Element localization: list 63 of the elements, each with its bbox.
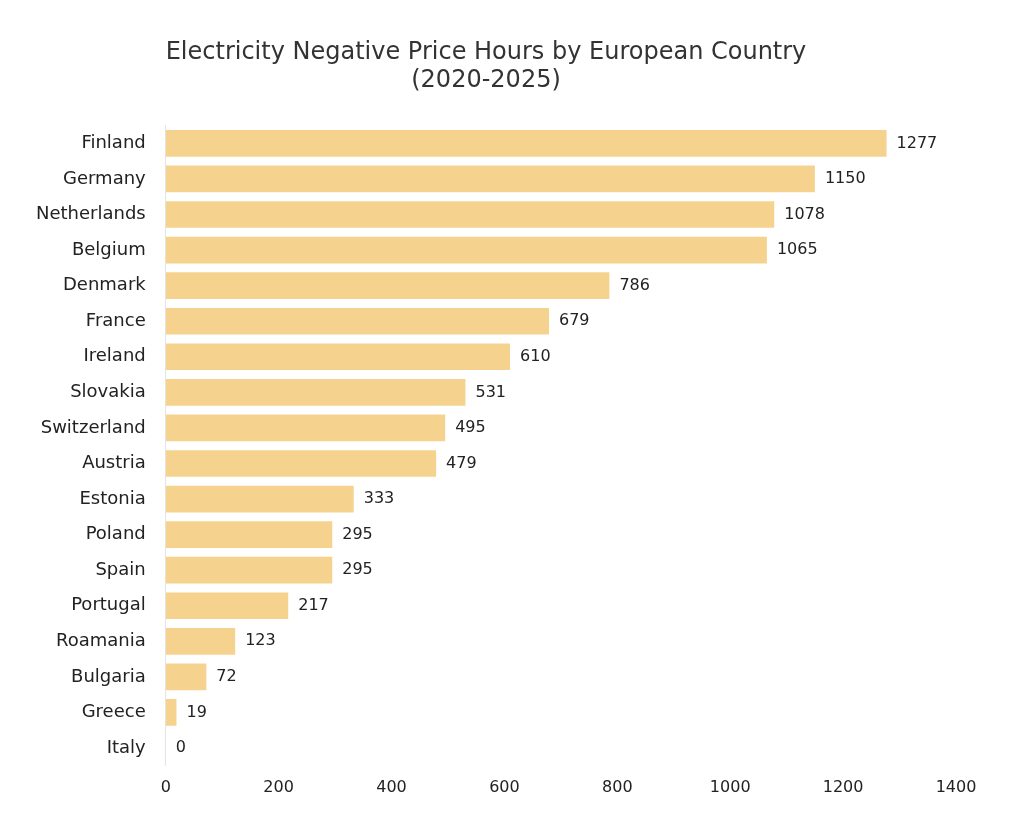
bar [165,307,550,335]
y-tick-label: Poland [85,522,146,544]
bar [165,379,466,406]
data-label: 786 [619,274,650,294]
x-tick-label: 1200 [822,776,864,796]
y-tick-label: Austria [82,451,146,473]
data-label: 123 [245,630,276,650]
x-tick-label: 0 [160,776,171,796]
bar [165,165,815,193]
data-label: 610 [520,345,551,365]
y-tick-label: Switzerland [40,415,146,437]
x-tick-label: 800 [602,776,633,796]
text: (2020-2025) [411,65,561,94]
bar [165,556,333,584]
bar [165,414,446,442]
bar [165,201,775,228]
y-tick-label: Roamania [55,628,146,650]
y-tick-label: Denmark [62,273,147,295]
y-tick-label: Greece [81,700,146,722]
data-label: 1065 [776,239,818,259]
bar [165,272,610,299]
data-label: 19 [186,701,207,721]
y-tick-label: Germany [62,166,147,188]
data-label: 479 [446,452,477,472]
bar [165,627,236,655]
y-tick-label: Italy [106,735,147,757]
data-label: 1078 [784,203,825,223]
bar [165,343,511,371]
x-tick-label: 1000 [709,776,751,796]
y-tick-label: Belgium [71,237,146,259]
y-tick-label: Spain [95,557,146,579]
data-label: 295 [342,559,373,579]
x-tick-label: 200 [263,776,294,796]
y-tick-label: Estonia [79,486,146,508]
y-tick-label: Finland [81,131,146,153]
bar [165,450,437,477]
y-tick-label: Ireland [83,344,146,366]
data-label: 295 [342,523,373,543]
y-tick-label: Portugal [71,593,146,615]
data-label: 0 [175,737,186,757]
data-label: 72 [216,666,237,686]
data-label: 679 [559,310,590,330]
y-tick-label: Bulgaria [71,664,146,686]
data-label: 217 [298,594,329,614]
data-label: 1277 [896,132,938,152]
bar [165,521,333,548]
bar [165,485,354,513]
data-label: 1150 [824,168,866,188]
data-label: 333 [363,488,395,508]
text: Electricity Negative Price Hours by European Country [165,36,807,65]
bar [165,699,177,726]
y-tick-label: Netherlands [35,202,146,224]
y-tick-label: Slovakia [70,380,146,402]
data-label: 531 [475,381,507,401]
bar [165,236,767,264]
x-tick-label: 1400 [935,776,977,796]
x-tick-label: 600 [489,776,520,796]
data-label: 495 [455,417,486,437]
bar [165,592,289,620]
y-tick-label: France [85,308,146,330]
bar [165,130,887,157]
x-tick-label: 400 [376,776,407,796]
bar [165,663,207,691]
